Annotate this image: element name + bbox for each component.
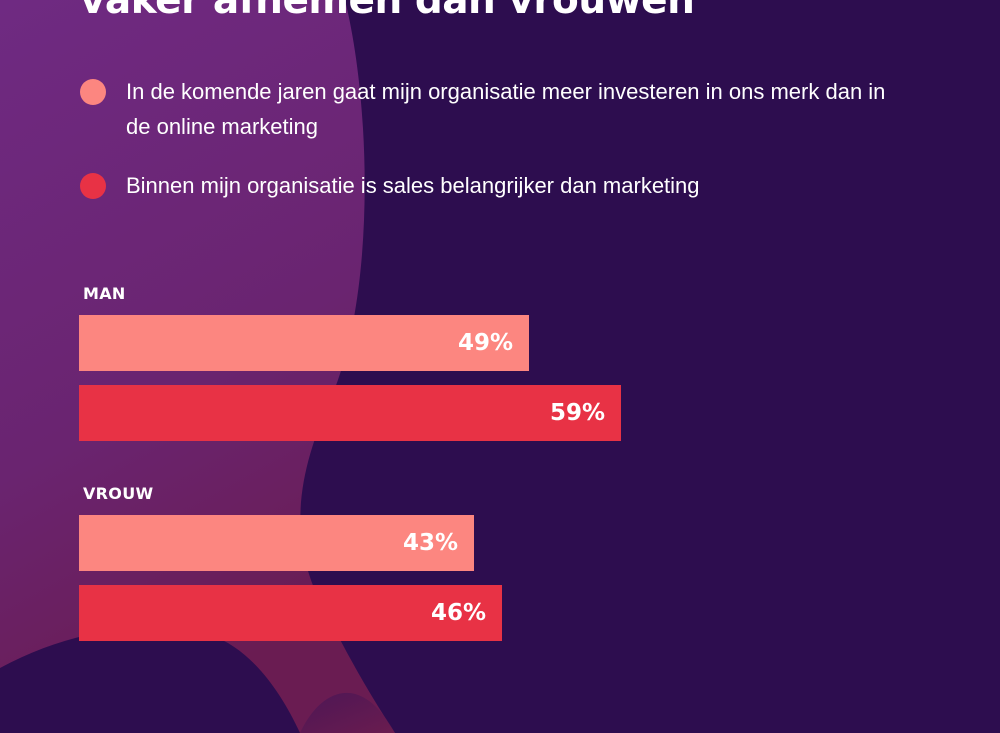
bar-value-label: 49% xyxy=(457,330,513,356)
bar-value-label: 46% xyxy=(430,600,486,626)
category-label-vrouw: VROUW xyxy=(83,484,154,503)
legend-item: In de komende jaren gaat mijn organisati… xyxy=(80,74,900,144)
category-label-man: MAN xyxy=(83,284,126,303)
bar-value-label: 43% xyxy=(402,530,458,556)
legend-swatch xyxy=(80,79,106,105)
bar-man-series-2: 59% xyxy=(79,385,621,441)
legend-swatch xyxy=(80,173,106,199)
legend-item: Binnen mijn organisatie is sales belangr… xyxy=(80,168,900,203)
chart-legend: In de komende jaren gaat mijn organisati… xyxy=(80,74,900,227)
bar-man-series-1: 49% xyxy=(79,315,529,371)
legend-label: Binnen mijn organisatie is sales belangr… xyxy=(126,173,700,198)
legend-label: In de komende jaren gaat mijn organisati… xyxy=(126,79,886,139)
bar-vrouw-series-1: 43% xyxy=(79,515,474,571)
bar-vrouw-series-2: 46% xyxy=(79,585,502,641)
bar-value-label: 59% xyxy=(549,400,605,426)
page-title: vaker afnemen dan vrouwen xyxy=(80,0,695,23)
